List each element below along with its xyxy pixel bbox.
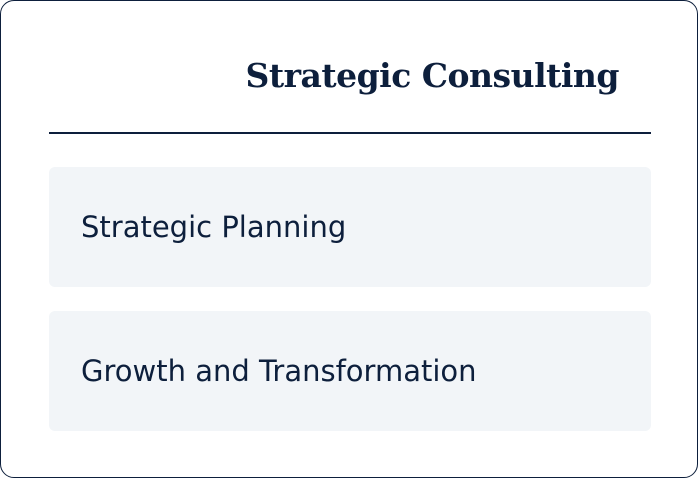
- card-title: Strategic Consulting: [245, 56, 620, 95]
- service-item-strategic-planning[interactable]: Strategic Planning: [49, 167, 651, 287]
- service-item-label: Strategic Planning: [81, 210, 347, 244]
- service-item-label: Growth and Transformation: [81, 354, 477, 388]
- service-item-growth-and-transformation[interactable]: Growth and Transformation: [49, 311, 651, 431]
- title-divider: [49, 132, 651, 134]
